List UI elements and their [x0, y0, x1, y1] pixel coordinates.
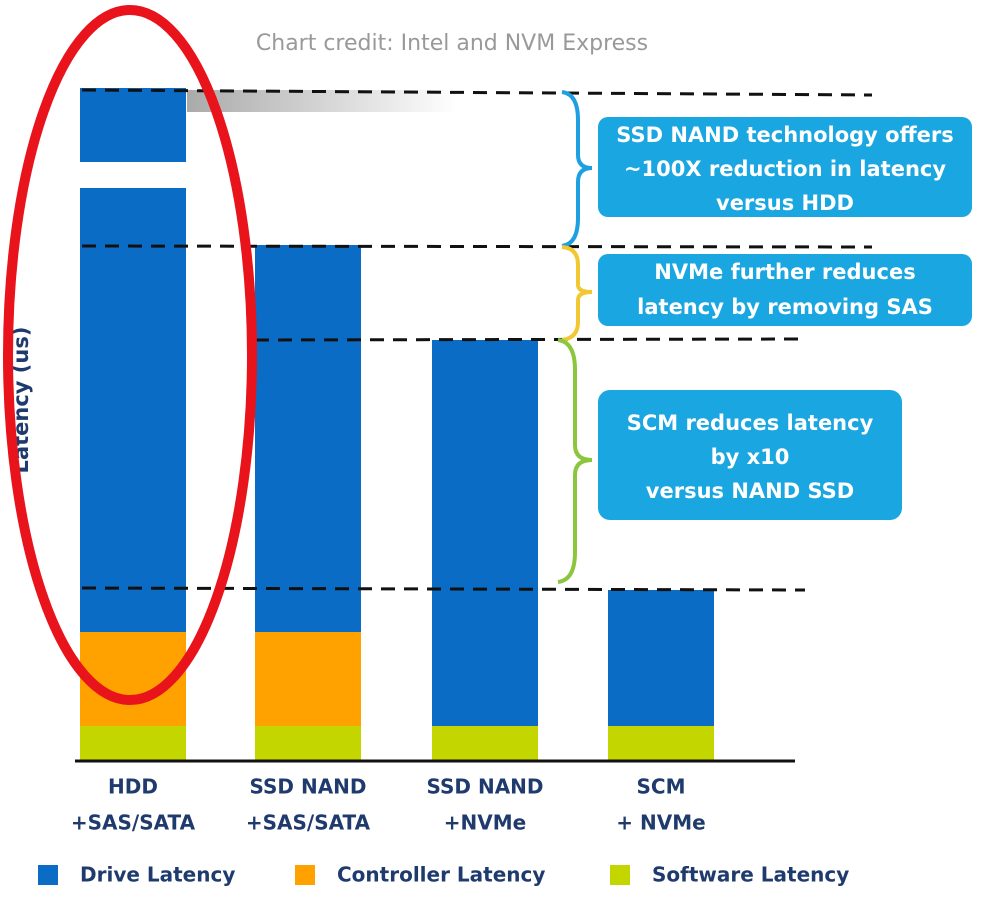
x-tick-label: HDD	[108, 775, 158, 799]
x-tick-label: +NVMe	[444, 811, 526, 835]
legend-label: Drive Latency	[80, 863, 235, 887]
dashed-line	[81, 88, 873, 97]
legend-label: Controller Latency	[337, 863, 545, 887]
annotation: ~100X reduction in latency	[624, 157, 946, 181]
dashed-line	[254, 337, 806, 342]
legend-label: Software Latency	[652, 863, 849, 887]
fade-band	[187, 90, 457, 112]
annotation: by x10	[711, 445, 790, 469]
x-tick-label: SSD NAND	[426, 775, 543, 799]
x-tick-label: SSD NAND	[249, 775, 366, 799]
brace	[561, 90, 593, 248]
dashed-line	[81, 586, 806, 592]
bars	[76, 88, 714, 760]
legend-swatch	[38, 865, 58, 885]
bar-segment	[255, 632, 361, 726]
bar-segment	[608, 590, 714, 726]
x-tick-label: + NVMe	[616, 811, 705, 835]
annotation-box	[598, 390, 902, 520]
dashed-line	[81, 244, 873, 249]
annotation-box	[598, 254, 972, 326]
annotation: SCM reduces latency	[627, 411, 874, 435]
bar-segment	[608, 726, 714, 760]
annotation: versus NAND SSD	[646, 479, 854, 503]
bar-segment	[255, 726, 361, 760]
legend-swatch	[295, 865, 315, 885]
bar-segment	[432, 340, 538, 726]
brace	[561, 245, 593, 342]
annotation: versus HDD	[716, 191, 854, 215]
annotation: latency by removing SAS	[637, 295, 933, 319]
annotation-box	[598, 117, 972, 217]
bar-segment	[80, 726, 186, 760]
axis-break	[76, 162, 191, 188]
highlight-ellipse	[3, 5, 257, 705]
chart-title: Chart credit: Intel and NVM Express	[256, 31, 648, 56]
x-tick-label: +SAS/SATA	[71, 811, 196, 835]
brace	[557, 338, 593, 584]
bar-segment	[255, 245, 361, 632]
annotation: SSD NAND technology offers	[616, 123, 953, 147]
legend: Drive Latency Controller Latency Software …	[38, 863, 849, 887]
x-tick-label: +SAS/SATA	[246, 811, 371, 835]
x-tick-label: SCM	[637, 775, 686, 799]
annotation: NVMe further reduces	[654, 260, 915, 284]
legend-swatch	[610, 865, 630, 885]
bar-segment	[432, 726, 538, 760]
